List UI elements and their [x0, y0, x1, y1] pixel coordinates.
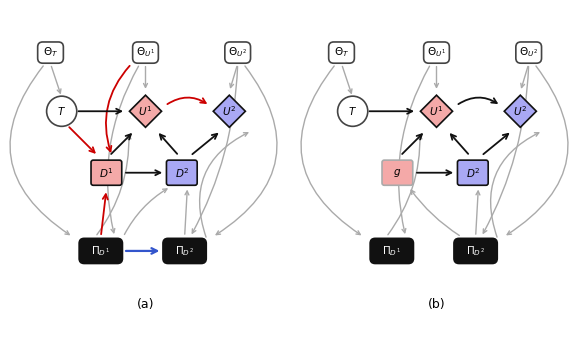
Text: $T$: $T$	[57, 105, 66, 117]
Text: $D^1$: $D^1$	[99, 166, 113, 180]
FancyBboxPatch shape	[370, 238, 413, 263]
FancyBboxPatch shape	[457, 160, 488, 185]
Circle shape	[47, 96, 77, 126]
Text: $U^1$: $U^1$	[430, 104, 443, 118]
Polygon shape	[504, 95, 537, 127]
FancyBboxPatch shape	[424, 42, 449, 63]
Text: $\Pi_{D^2}$: $\Pi_{D^2}$	[466, 244, 485, 258]
Text: (a): (a)	[137, 298, 154, 311]
Text: $\Pi_{D^1}$: $\Pi_{D^1}$	[382, 244, 401, 258]
Polygon shape	[420, 95, 453, 127]
Text: $D^2$: $D^2$	[175, 166, 189, 180]
Text: $U^2$: $U^2$	[513, 104, 527, 118]
FancyBboxPatch shape	[454, 238, 497, 263]
FancyBboxPatch shape	[133, 42, 158, 63]
Text: (b): (b)	[428, 298, 445, 311]
Text: $\Pi_{D^2}$: $\Pi_{D^2}$	[175, 244, 194, 258]
FancyBboxPatch shape	[225, 42, 250, 63]
FancyBboxPatch shape	[329, 42, 354, 63]
FancyBboxPatch shape	[516, 42, 541, 63]
Text: $D^2$: $D^2$	[466, 166, 480, 180]
FancyBboxPatch shape	[382, 160, 413, 185]
Text: $\Pi_{D^1}$: $\Pi_{D^1}$	[91, 244, 110, 258]
Text: $\Theta_T$: $\Theta_T$	[43, 46, 58, 60]
FancyBboxPatch shape	[166, 160, 197, 185]
Text: $\Theta_{U^1}$: $\Theta_{U^1}$	[136, 46, 155, 60]
FancyBboxPatch shape	[163, 238, 206, 263]
Text: $g$: $g$	[393, 167, 402, 179]
Text: $\Theta_{U^2}$: $\Theta_{U^2}$	[519, 46, 538, 60]
Text: $\Theta_T$: $\Theta_T$	[334, 46, 349, 60]
FancyBboxPatch shape	[38, 42, 63, 63]
Text: $T$: $T$	[348, 105, 357, 117]
Circle shape	[338, 96, 368, 126]
Text: $U^1$: $U^1$	[139, 104, 152, 118]
FancyBboxPatch shape	[91, 160, 122, 185]
Polygon shape	[129, 95, 162, 127]
FancyBboxPatch shape	[79, 238, 122, 263]
Text: $\Theta_{U^2}$: $\Theta_{U^2}$	[228, 46, 247, 60]
Polygon shape	[213, 95, 246, 127]
Text: $U^2$: $U^2$	[222, 104, 236, 118]
Text: $\Theta_{U^1}$: $\Theta_{U^1}$	[427, 46, 446, 60]
